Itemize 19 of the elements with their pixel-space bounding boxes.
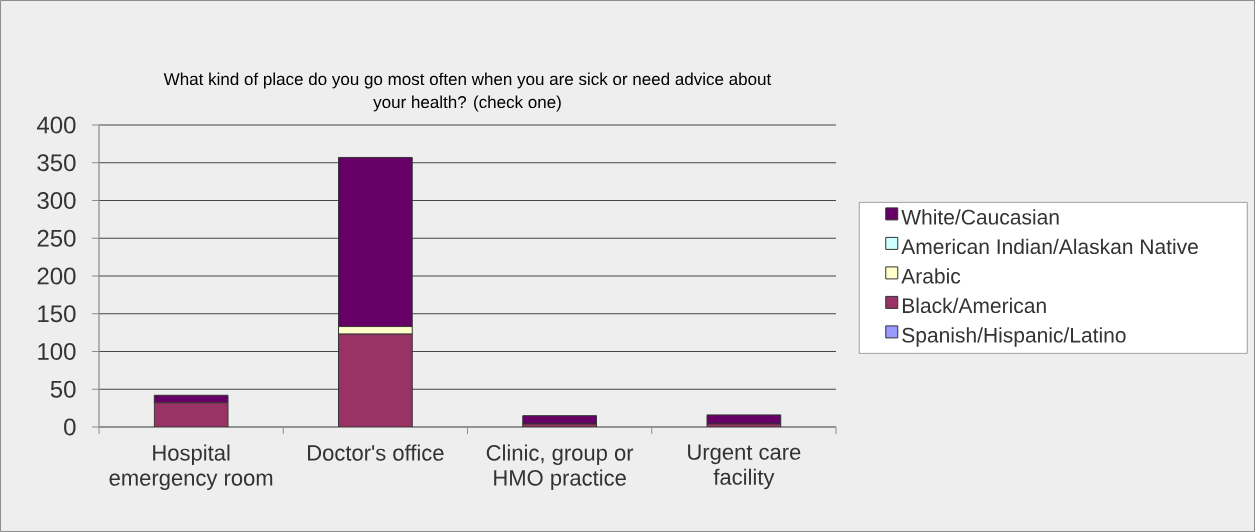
y-tick-label: 400 xyxy=(36,116,76,134)
y-tick-label: 50 xyxy=(50,380,76,398)
x-tick-label: Doctor's office xyxy=(308,444,444,461)
x-tick-label: Clinic, group or HMO practice xyxy=(486,444,634,491)
legend-label: White/Caucasian xyxy=(901,209,1059,225)
x-tick-label: Hospital emergency room xyxy=(109,444,273,491)
y-tick-label: 0 xyxy=(64,418,76,436)
y-tick-label: 300 xyxy=(37,192,76,209)
y-tick-label: 100 xyxy=(38,343,76,360)
y-tick-label: 250 xyxy=(37,229,76,247)
y-tick-label: 350 xyxy=(37,154,76,172)
y-tick-label: 150 xyxy=(38,305,76,323)
legend-label: Black/American xyxy=(902,297,1046,314)
y-tick-label: 200 xyxy=(37,267,76,285)
legend-label: Arabic xyxy=(901,268,961,284)
chart-title: What kind of place do you go most often when you are sick or need advice about your health? (check one) xyxy=(163,72,772,112)
legend-label: American Indian/Alaskan Native xyxy=(901,238,1198,255)
x-tick-label: Urgent care facility xyxy=(688,444,801,490)
legend-label: Spanish/Hispanic/Latino xyxy=(902,327,1126,347)
